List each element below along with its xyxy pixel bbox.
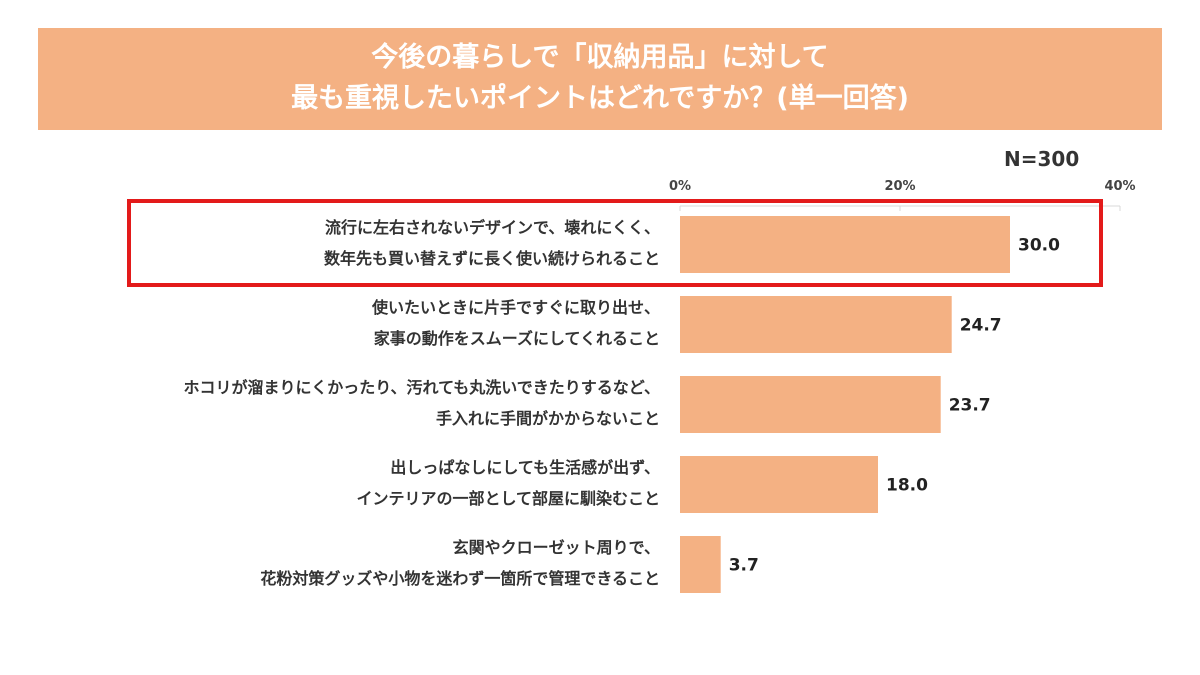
bar-2 [680,376,941,433]
value-label-2: 23.7 [949,396,991,416]
category-label-3-line-1: インテリアの一部として部屋に馴染むこと [356,489,660,508]
value-label-4: 3.7 [729,556,759,576]
category-label-4-line-1: 花粉対策グッズや小物を迷わず一箇所で管理できること [260,569,660,588]
value-label-1: 24.7 [960,316,1002,336]
bar-3 [680,456,878,513]
x-tick-label-2: 40% [1104,179,1135,194]
category-label-1-line-1: 家事の動作をスムーズにしてくれること [374,329,660,348]
bar-0 [680,216,1010,273]
x-tick-label-1: 20% [884,179,915,194]
category-label-0-line-1: 数年先も買い替えずに長く使い続けられること [324,249,660,268]
category-label-4-line-0: 玄関やクローゼット周りで、 [453,538,660,557]
chart-title-line-2: 最も重視したいポイントはどれですか？(単一回答) [291,83,909,114]
chart-title-banner: 今後の暮らしで「収納用品」に対して 最も重視したいポイントはどれですか？(単一回… [38,28,1162,130]
category-label-1-line-0: 使いたいときに片手ですぐに取り出せ、 [371,298,660,317]
sample-size-label: N=300 [1004,147,1080,171]
value-label-0: 30.0 [1018,236,1060,256]
category-label-2-line-1: 手入れに手間がかからないこと [436,409,660,428]
bar-1 [680,296,952,353]
category-label-0-line-0: 流行に左右されないデザインで、壊れにくく、 [325,218,660,237]
x-tick-label-0: 0% [669,179,691,194]
chart-title-line-1: 今後の暮らしで「収納用品」に対して [371,42,829,73]
bar-4 [680,536,721,593]
category-label-2-line-0: ホコリが溜まりにくかったり、汚れても丸洗いできたりするなど、 [184,378,660,397]
value-label-3: 18.0 [886,476,928,496]
category-label-3-line-0: 出しっぱなしにしても生活感が出ず、 [390,458,660,477]
highlight-box [127,199,1103,287]
